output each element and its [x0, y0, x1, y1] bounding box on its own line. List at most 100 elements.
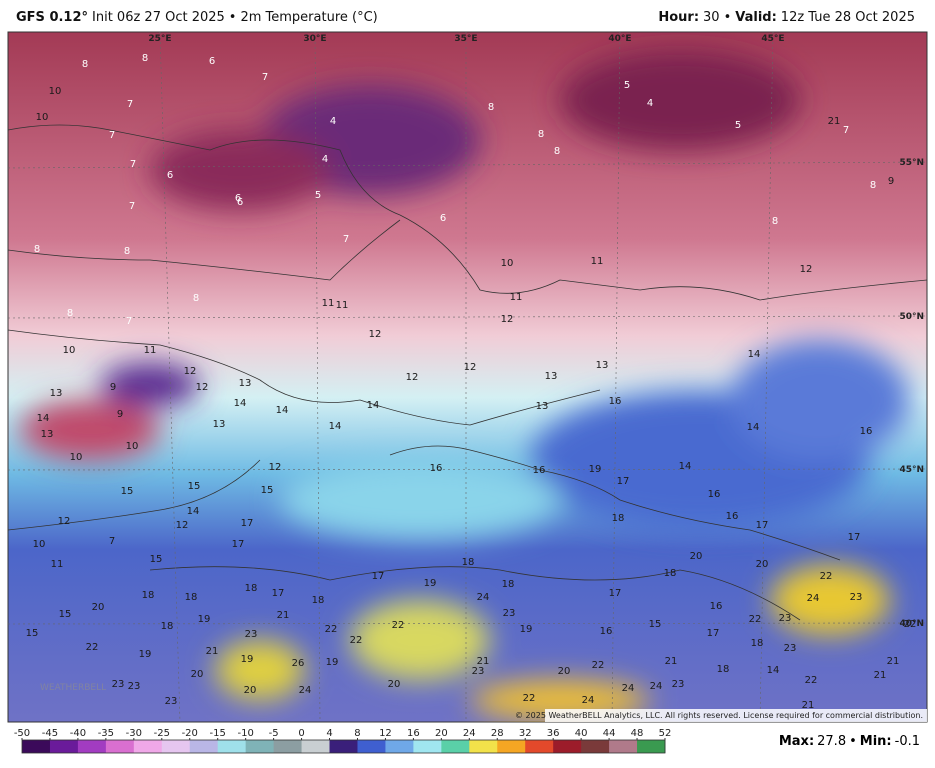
temp-label: 17 — [609, 588, 622, 599]
lon-label: 35°E — [454, 34, 477, 44]
temp-label: 13 — [536, 401, 549, 412]
header-left: GFS 0.12° Init 06z 27 Oct 2025 • 2m Tempera… — [16, 10, 382, 25]
temp-label: 18 — [185, 592, 198, 603]
temp-label: 13 — [50, 388, 63, 399]
temp-label: 16 — [609, 396, 622, 407]
separator: • — [723, 10, 732, 25]
colorbar-tick-label: 52 — [659, 728, 672, 739]
temp-label: 11 — [510, 292, 523, 303]
max: 27.8 — [817, 734, 847, 749]
temp-label: 14 — [37, 413, 50, 424]
temp-label: 12 — [196, 382, 209, 393]
temp-label: 16 — [708, 489, 721, 500]
temp-label: 8 — [488, 102, 494, 113]
lon-label: 45°E — [761, 34, 784, 44]
temp-label: 19 — [139, 649, 152, 660]
temp-label: 20 — [244, 685, 257, 696]
colorbar-tick-label: 12 — [379, 728, 392, 739]
temp-label: 18 — [462, 557, 475, 568]
temp-label: 6 — [237, 197, 243, 208]
colorbar-segment — [133, 740, 163, 753]
colorbar-segment — [105, 740, 135, 753]
colorbar-tick-label: 48 — [631, 728, 644, 739]
copyright: © 2025 WeatherBELL Analytics, LLC. All r… — [515, 711, 923, 720]
temp-label: 23 — [165, 696, 178, 707]
colorbar-tick-label: -10 — [237, 728, 253, 739]
colorbar-tick-label: -15 — [210, 728, 226, 739]
temp-label: 23 — [472, 666, 485, 677]
temp-label: 10 — [36, 112, 49, 123]
temp-label: 4 — [330, 116, 336, 127]
temp-label: 18 — [664, 568, 677, 579]
temp-label: 9 — [888, 176, 894, 187]
temp-label: 15 — [150, 554, 163, 565]
borders — [8, 124, 927, 621]
logo: WEATHERBELL — [40, 683, 106, 693]
temp-label: 21 — [874, 670, 887, 681]
temp-label: 16 — [860, 426, 873, 437]
temp-label: 19 — [198, 614, 211, 625]
colorbar-segment — [189, 740, 219, 753]
lat-label: 45°N — [899, 465, 924, 475]
temp-label: 19 — [520, 624, 533, 635]
colorbar-segment — [245, 740, 275, 753]
temp-label: 13 — [596, 360, 609, 371]
colorbar-tick-label: 0 — [298, 728, 304, 739]
temp-label: 18 — [161, 621, 174, 632]
temp-label: 21 — [887, 656, 900, 667]
temp-label: 6 — [209, 56, 215, 67]
temp-label: 22 — [86, 642, 99, 653]
temp-label: 17 — [756, 520, 769, 531]
temp-label: 16 — [600, 626, 613, 637]
temp-label: 22 — [392, 620, 405, 631]
colorbar-segment — [497, 740, 526, 753]
temp-label: 11 — [51, 559, 64, 570]
temp-label: 14 — [276, 405, 289, 416]
colorbar-segment — [217, 740, 247, 753]
temp-label: 8 — [82, 59, 88, 70]
temp-label: 15 — [59, 609, 72, 620]
temp-label: 12 — [800, 264, 813, 275]
temp-label: 23 — [128, 681, 141, 692]
temp-label: 8 — [193, 293, 199, 304]
temp-label: 22 — [350, 635, 363, 646]
hour: 30 — [703, 10, 720, 25]
min: -0.1 — [894, 734, 920, 749]
colorbar-segment — [637, 740, 666, 753]
colorbar-segment — [161, 740, 191, 753]
temp-label: 7 — [843, 125, 849, 136]
colorbar-segment — [609, 740, 638, 753]
temp-label: 23 — [779, 613, 792, 624]
temp-label: 5 — [624, 80, 630, 91]
colorbar-tick-label: -45 — [42, 728, 58, 739]
temp-label: 22 — [523, 693, 536, 704]
temp-label: 15 — [649, 619, 662, 630]
temp-label: 24 — [622, 683, 635, 694]
colorbar-tick-label: 36 — [547, 728, 560, 739]
temp-label: 22 — [904, 619, 917, 630]
colorbar-segment — [301, 740, 331, 753]
temp-label: 20 — [690, 551, 703, 562]
colorbar-segment — [469, 740, 498, 753]
temp-label: 15 — [261, 485, 274, 496]
temp-label: 11 — [144, 345, 157, 356]
colorbar-segment — [329, 740, 358, 753]
temp-label: 17 — [232, 539, 245, 550]
separator: • — [849, 734, 857, 749]
temp-label: 10 — [49, 86, 62, 97]
temp-label: 4 — [647, 98, 653, 109]
colorbar-tick-label: -25 — [154, 728, 170, 739]
temp-label: 7 — [126, 316, 132, 327]
colorbar-tick-label: 20 — [435, 728, 448, 739]
temp-label: 6 — [440, 213, 446, 224]
temp-label: 19 — [241, 654, 254, 665]
temp-label: 8 — [870, 180, 876, 191]
colorbar-segment — [385, 740, 414, 753]
temp-label: 9 — [110, 382, 116, 393]
temp-label: 19 — [326, 657, 339, 668]
colorbar-segment — [441, 740, 470, 753]
temp-label: 17 — [848, 532, 861, 543]
colorbar-segment — [413, 740, 442, 753]
temp-label: 6 — [235, 193, 241, 204]
